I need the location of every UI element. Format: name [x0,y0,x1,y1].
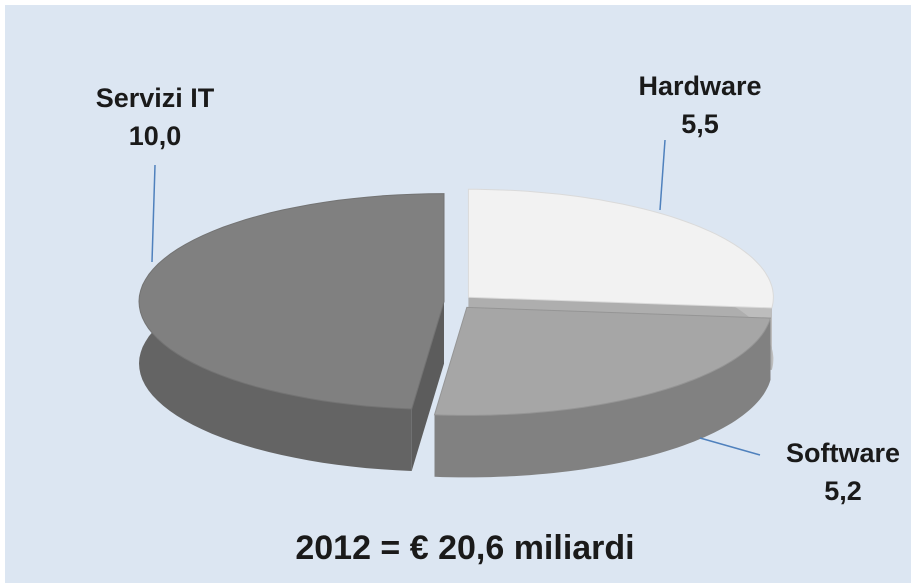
pie-slice [433,306,772,478]
leader-line [699,437,761,456]
leader-line [659,139,666,211]
pie-slice [138,193,445,471]
leader-line [151,164,156,263]
slice-side [411,301,444,471]
data-label-name: Servizi IT [96,83,215,113]
slice-top [138,193,445,410]
slice-top [467,188,774,309]
data-label-value: 10,0 [129,121,182,151]
data-label-name: Software [786,438,900,468]
data-label-name: Hardware [638,71,761,101]
chart-title: 2012 = € 20,6 miliardi [295,529,634,567]
data-label-value: 5,2 [824,476,862,506]
slice-wall [434,318,771,478]
slice-top [433,306,772,416]
data-label-value: 5,5 [681,109,719,139]
